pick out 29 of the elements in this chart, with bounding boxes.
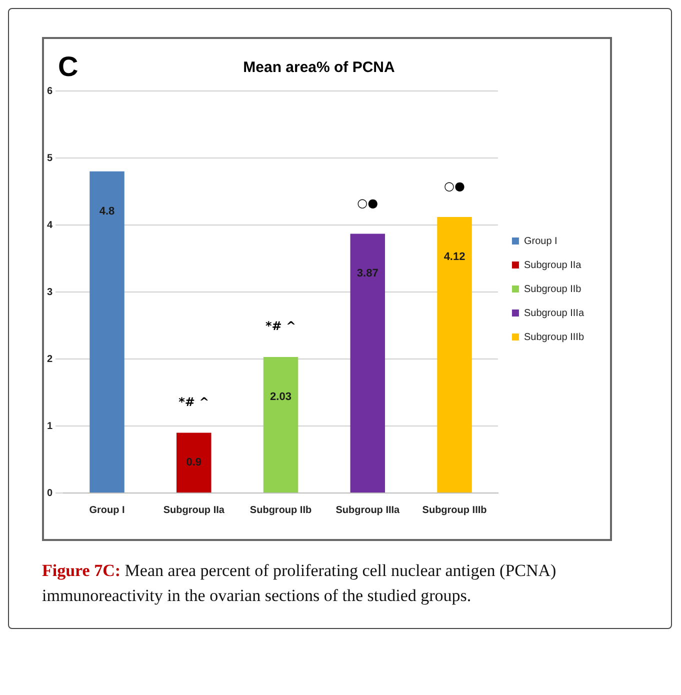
legend-label: Group I [524, 236, 558, 247]
chart-title: Mean area% of PCNA [243, 59, 396, 76]
annotation: ○● [357, 196, 378, 210]
annotation: *# ^ [265, 319, 296, 334]
data-label: 2.03 [270, 391, 292, 404]
annotation: ○● [444, 179, 465, 194]
legend-label: Subgroup IIIb [524, 332, 584, 343]
caption: Figure 7C: Mean area percent of proliferating cell nuclear antigen (PCNA) immunoreactivity in the ovarian sections of the studied groups. [42, 561, 556, 605]
legend-label: Subgroup IIb [524, 284, 582, 295]
text: C [58, 51, 78, 83]
y-tick-label: 4 [47, 220, 53, 231]
y-tick-label: 0 [47, 488, 53, 499]
legend-label: Subgroup IIIa [524, 308, 584, 319]
y-tick-label: 3 [47, 286, 53, 298]
x-tick-label: Subgroup IIIa [336, 504, 400, 516]
y-tick-label: 5 [47, 152, 53, 164]
x-tick-label: Group I [89, 504, 125, 516]
y-tick-label: 6 [47, 86, 53, 97]
x-tick-label: Subgroup IIIb [422, 504, 487, 516]
legend-label: Subgroup IIa [524, 260, 582, 271]
x-tick-label: Subgroup IIa [163, 504, 225, 516]
annotation: *# ^ [178, 394, 210, 409]
data-label: 4.12 [444, 250, 466, 263]
data-label: 0.9 [186, 456, 202, 469]
data-label: 3.87 [356, 268, 378, 280]
y-tick-label: 2 [47, 354, 53, 365]
x-tick-label: Subgroup IIb [250, 504, 312, 516]
y-tick-label: 1 [47, 420, 53, 432]
data-label: 4.8 [99, 205, 115, 218]
